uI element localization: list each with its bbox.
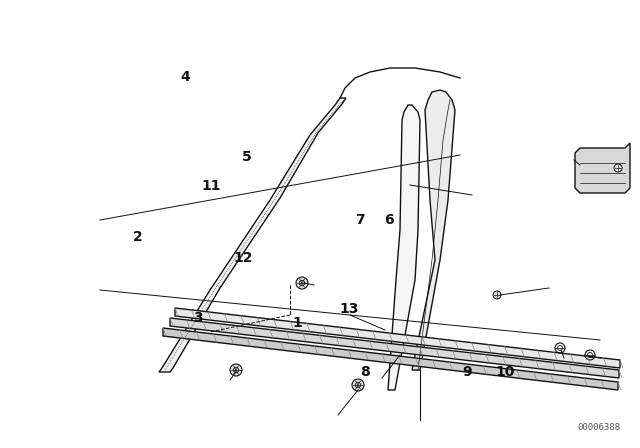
Polygon shape bbox=[575, 143, 630, 193]
Polygon shape bbox=[170, 318, 619, 378]
Text: 8: 8 bbox=[360, 365, 370, 379]
Circle shape bbox=[352, 379, 364, 391]
Polygon shape bbox=[159, 98, 346, 372]
Circle shape bbox=[614, 164, 622, 172]
Text: 6: 6 bbox=[384, 212, 394, 227]
Text: 00006388: 00006388 bbox=[577, 423, 620, 432]
Polygon shape bbox=[388, 105, 420, 390]
Polygon shape bbox=[163, 328, 618, 390]
Circle shape bbox=[493, 291, 501, 299]
Text: 1: 1 bbox=[292, 315, 303, 330]
Text: 4: 4 bbox=[180, 70, 191, 84]
Text: 13: 13 bbox=[339, 302, 358, 316]
Polygon shape bbox=[412, 90, 455, 370]
Text: 12: 12 bbox=[234, 250, 253, 265]
Text: 11: 11 bbox=[202, 179, 221, 193]
Polygon shape bbox=[175, 308, 620, 368]
Circle shape bbox=[296, 277, 308, 289]
Circle shape bbox=[230, 364, 242, 376]
Text: 7: 7 bbox=[355, 212, 365, 227]
Text: 2: 2 bbox=[132, 230, 143, 245]
Text: 9: 9 bbox=[462, 365, 472, 379]
Text: 3: 3 bbox=[193, 311, 204, 325]
Text: 5: 5 bbox=[241, 150, 252, 164]
Text: 10: 10 bbox=[496, 365, 515, 379]
